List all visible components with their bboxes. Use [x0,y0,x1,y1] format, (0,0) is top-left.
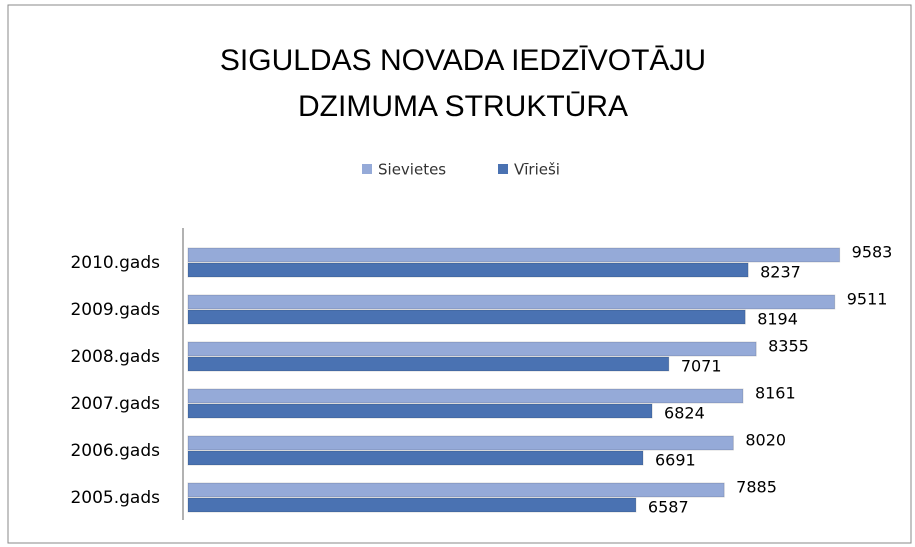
chart-title-line: SIGULDAS NOVADA IEDZĪVOTĀJU [220,44,706,77]
data-label: 7071 [681,357,722,376]
bar [187,356,670,372]
y-tick-label: 2009.gads [70,300,160,320]
y-tick-label: 2006.gads [70,441,160,461]
data-label: 6691 [655,451,696,470]
data-label: 9511 [847,290,888,309]
bar [187,403,653,419]
data-label: 8194 [757,310,798,329]
legend-label: Vīrieši [514,161,560,179]
data-label: 8355 [768,337,809,356]
bar [187,309,746,325]
y-tick-label: 2007.gads [70,394,160,414]
bar [187,247,841,263]
data-label: 6587 [648,498,689,517]
bar [187,450,644,466]
y-tick-label: 2005.gads [70,488,160,508]
y-tick-label: 2008.gads [70,347,160,367]
bar [187,497,637,513]
bar [187,341,757,357]
data-label: 6824 [664,404,705,423]
data-label: 9583 [852,243,893,262]
legend-swatch [498,164,508,174]
chart-title-line: DZIMUMA STRUKTŪRA [298,90,628,123]
legend-label: Sievietes [378,161,446,179]
y-tick-label: 2010.gads [70,253,160,273]
data-label: 8020 [745,431,786,450]
legend-swatch [362,164,372,174]
data-label: 8161 [755,384,796,403]
data-label: 8237 [760,263,801,282]
bar [187,388,744,404]
bar [187,294,836,310]
bar [187,262,749,278]
data-label: 7885 [736,478,777,497]
bar [187,435,734,451]
bar [187,482,725,498]
